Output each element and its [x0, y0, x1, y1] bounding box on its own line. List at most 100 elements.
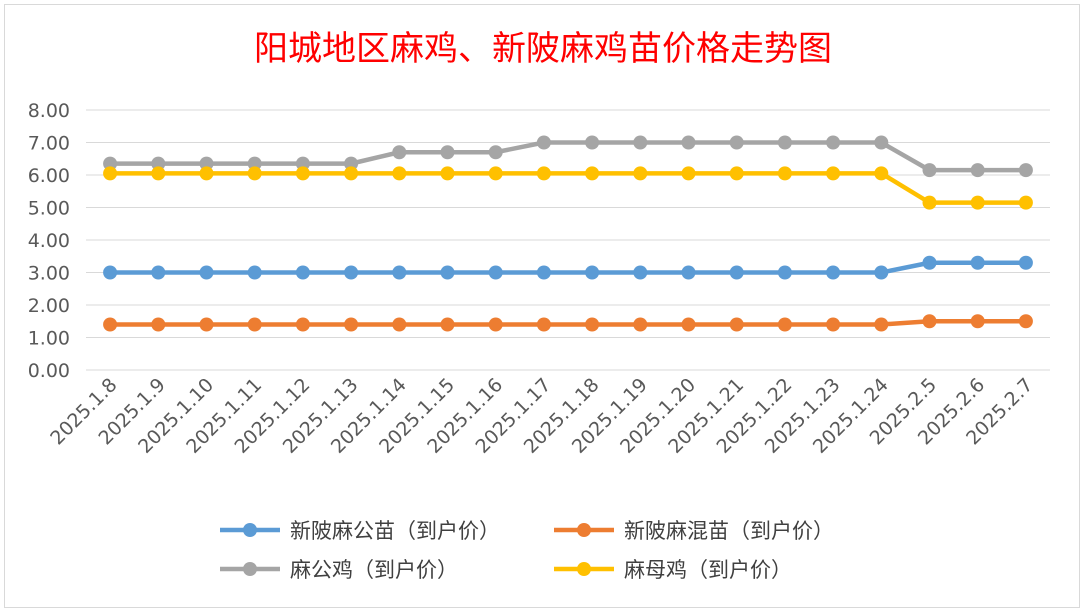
data-point — [681, 166, 696, 181]
data-point — [536, 265, 551, 280]
data-point — [392, 317, 407, 332]
data-point — [777, 317, 792, 332]
data-point — [633, 265, 648, 280]
legend-label: 麻公鸡（到户价） — [290, 558, 458, 582]
data-point — [103, 166, 118, 181]
data-point — [199, 265, 214, 280]
legend-marker — [577, 562, 591, 576]
data-point — [247, 265, 262, 280]
data-point — [826, 135, 841, 150]
data-point — [199, 166, 214, 181]
series-4 — [103, 166, 1033, 210]
data-point — [633, 317, 648, 332]
legend-item: 新陂麻混苗（到户价） — [554, 519, 834, 543]
data-point — [392, 265, 407, 280]
legend-label: 新陂麻公苗（到户价） — [290, 519, 500, 543]
data-point — [488, 317, 503, 332]
data-point — [488, 166, 503, 181]
data-point — [874, 317, 889, 332]
legend-item: 麻母鸡（到户价） — [554, 558, 792, 582]
legend-marker — [577, 523, 591, 537]
data-point — [922, 163, 937, 178]
data-point — [922, 314, 937, 329]
data-point — [1018, 255, 1033, 270]
data-point — [295, 156, 310, 171]
data-point — [295, 317, 310, 332]
data-point — [874, 166, 889, 181]
data-point — [199, 317, 214, 332]
data-point — [585, 317, 600, 332]
series-3 — [103, 135, 1033, 178]
data-point — [681, 317, 696, 332]
data-point — [922, 195, 937, 210]
series-2 — [103, 314, 1033, 332]
y-tick-label: 8.00 — [28, 100, 70, 122]
data-point — [633, 166, 648, 181]
data-point — [103, 317, 118, 332]
series-1 — [103, 255, 1033, 280]
data-point — [440, 145, 455, 160]
series-line — [110, 140, 1026, 173]
data-point — [970, 163, 985, 178]
data-point — [151, 265, 166, 280]
data-point — [344, 156, 359, 171]
data-point — [729, 317, 744, 332]
data-point — [777, 135, 792, 150]
data-point — [729, 135, 744, 150]
data-point — [440, 265, 455, 280]
data-point — [729, 166, 744, 181]
data-point — [440, 317, 455, 332]
y-tick-label: 3.00 — [28, 263, 70, 285]
data-point — [1018, 163, 1033, 178]
data-point — [681, 265, 696, 280]
grid-lines — [86, 109, 1050, 371]
chart-frame — [4, 4, 1080, 608]
data-point — [199, 156, 214, 171]
y-axis-ticks: 0.00 1.00 2.00 3.00 4.00 5.00 6.00 7.00 8.00 — [28, 100, 70, 382]
data-point — [970, 255, 985, 270]
data-point — [1018, 195, 1033, 210]
data-point — [970, 195, 985, 210]
data-point — [440, 166, 455, 181]
data-point — [295, 265, 310, 280]
legend-marker — [243, 523, 257, 537]
data-point — [536, 135, 551, 150]
legend-item: 新陂麻公苗（到户价） — [220, 519, 500, 543]
data-point — [488, 145, 503, 160]
data-point — [585, 265, 600, 280]
y-tick-label: 6.00 — [28, 165, 70, 187]
data-point — [295, 166, 310, 181]
y-tick-label: 2.00 — [28, 295, 70, 317]
legend-marker — [243, 562, 257, 576]
data-point — [103, 265, 118, 280]
data-point — [1018, 314, 1033, 329]
series-lines — [103, 135, 1033, 332]
data-point — [488, 265, 503, 280]
data-point — [633, 135, 648, 150]
data-point — [103, 156, 118, 171]
data-point — [585, 135, 600, 150]
data-point — [585, 166, 600, 181]
data-point — [247, 166, 262, 181]
data-point — [729, 265, 744, 280]
data-point — [777, 166, 792, 181]
y-tick-label: 7.00 — [28, 133, 70, 155]
data-point — [344, 265, 359, 280]
data-point — [874, 265, 889, 280]
data-point — [922, 255, 937, 270]
y-tick-label: 4.00 — [28, 230, 70, 252]
y-tick-label: 5.00 — [28, 198, 70, 220]
y-tick-label: 1.00 — [28, 328, 70, 350]
legend-label: 麻母鸡（到户价） — [624, 558, 792, 582]
data-point — [151, 317, 166, 332]
data-point — [344, 317, 359, 332]
y-tick-label: 0.00 — [28, 360, 70, 382]
data-point — [344, 166, 359, 181]
data-point — [247, 156, 262, 171]
legend: 新陂麻公苗（到户价） 新陂麻混苗（到户价） 麻公鸡（到户价） 麻母鸡（到户价） — [220, 519, 834, 582]
data-point — [777, 265, 792, 280]
data-point — [826, 166, 841, 181]
data-point — [536, 166, 551, 181]
series-line — [110, 171, 1026, 205]
